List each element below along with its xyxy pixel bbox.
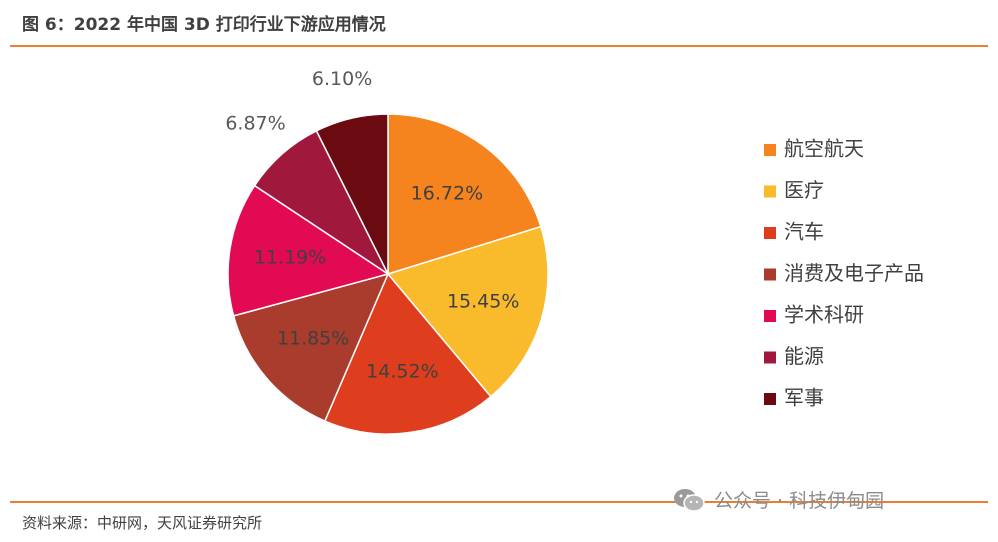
pie-slice-4 [227,184,390,317]
pie-slice-3 [232,272,390,422]
pie-chart: 16.72% 15.45% 14.52% 11.85% 11.19% 6.87% 6.10%… [225,68,924,435]
legend-swatch-4 [764,310,776,322]
legend-label-4: 学术科研 [784,303,864,327]
legend-swatch-0 [764,144,776,156]
legend-swatch-5 [764,351,776,364]
legend-label-5: 能源 [784,344,824,368]
data-label-3: 11.85% [277,328,349,350]
legend-swatch-1 [764,185,776,198]
pie-slice-2 [323,272,492,435]
legend-swatch-2 [764,227,776,239]
pie-slice-6 [315,113,389,275]
pie-slices [227,113,549,435]
wechat-icon [674,488,705,512]
legend-label-6: 军事 [784,386,824,410]
legend-label-2: 汽车 [784,220,824,244]
legend-label-0: 航空航天 [784,137,864,161]
data-label-5: 6.87% [225,113,285,135]
figure-title: 图 6：2022 年中国 3D 打印行业下游应用情况 [22,15,386,35]
source-note: 资料来源：中研网，天风证券研究所 [22,514,263,532]
data-label-0: 16.72% [411,183,483,205]
data-label-4: 11.19% [254,247,326,269]
legend-swatch-3 [764,268,776,281]
pie-slice-0 [387,113,542,276]
data-label-1: 15.45% [447,291,519,313]
data-label-6: 6.10% [312,68,372,90]
watermark-text: 公众号 · 科技伊甸园 [714,490,885,512]
data-label-2: 14.52% [366,361,438,383]
legend-label-3: 消费及电子产品 [784,261,924,285]
data-labels: 16.72% 15.45% 14.52% 11.85% 11.19% 6.87% 6.10% [225,68,519,383]
watermark: 公众号 · 科技伊甸园 [672,486,884,513]
pie-slice-1 [386,225,549,398]
legend-swatch-6 [764,393,776,405]
bottom-rule [10,501,988,503]
legend-label-1: 医疗 [784,178,824,202]
top-rule [10,45,988,47]
